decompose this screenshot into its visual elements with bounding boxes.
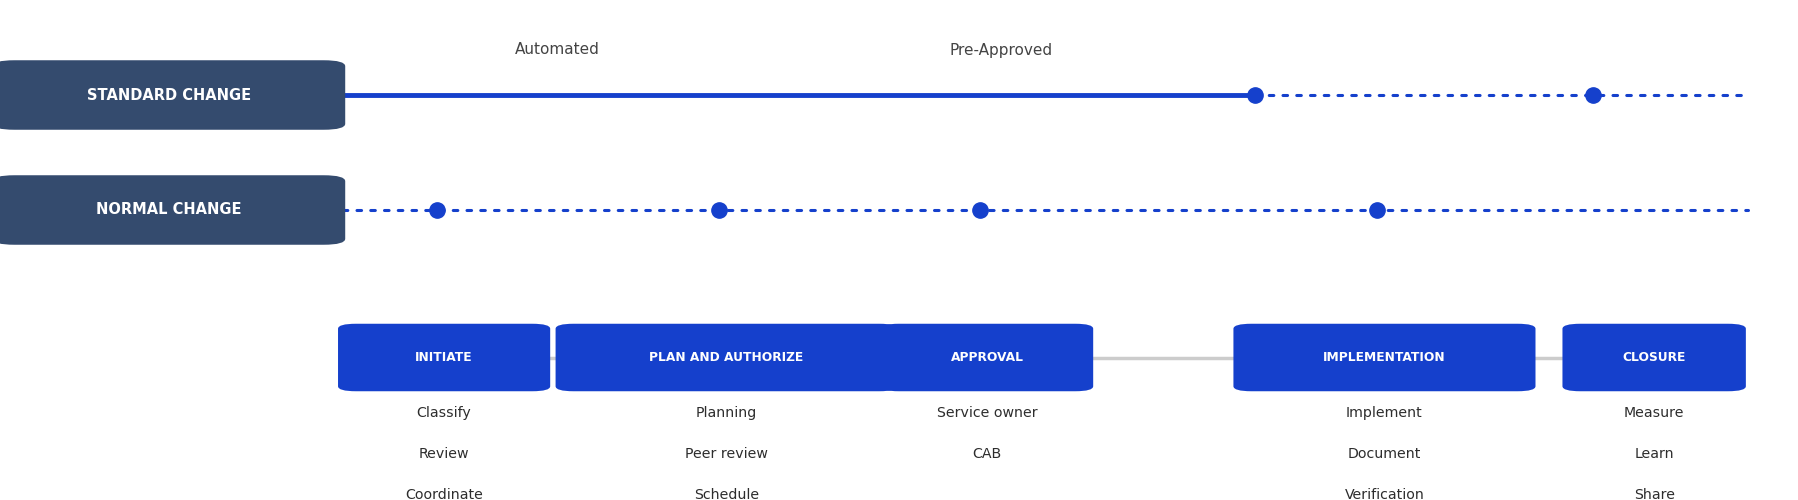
Text: Classify: Classify [417,406,471,420]
FancyBboxPatch shape [0,60,345,130]
Text: Document: Document [1348,448,1420,461]
Text: Peer review: Peer review [685,448,768,461]
Text: Schedule: Schedule [694,488,759,500]
Text: Implement: Implement [1347,406,1422,420]
Text: CAB: CAB [973,448,1001,461]
Text: INITIATE: INITIATE [415,351,473,364]
Text: APPROVAL: APPROVAL [951,351,1023,364]
Text: NORMAL CHANGE: NORMAL CHANGE [97,202,241,218]
FancyBboxPatch shape [556,324,897,391]
Text: Pre-Approved: Pre-Approved [949,42,1054,58]
FancyBboxPatch shape [1562,324,1746,391]
Text: PLAN AND AUTHORIZE: PLAN AND AUTHORIZE [649,351,804,364]
Text: Learn: Learn [1634,448,1674,461]
Text: CLOSURE: CLOSURE [1622,351,1687,364]
FancyBboxPatch shape [0,176,345,245]
Text: IMPLEMENTATION: IMPLEMENTATION [1323,351,1446,364]
FancyBboxPatch shape [1233,324,1535,391]
Text: Automated: Automated [514,42,601,58]
Text: STANDARD CHANGE: STANDARD CHANGE [86,88,252,102]
Text: Service owner: Service owner [937,406,1037,420]
Text: Share: Share [1634,488,1674,500]
Text: Coordinate: Coordinate [405,488,484,500]
Text: Review: Review [419,448,469,461]
Text: Planning: Planning [696,406,757,420]
Text: Verification: Verification [1345,488,1424,500]
FancyBboxPatch shape [881,324,1093,391]
FancyBboxPatch shape [338,324,550,391]
Text: Measure: Measure [1624,406,1685,420]
